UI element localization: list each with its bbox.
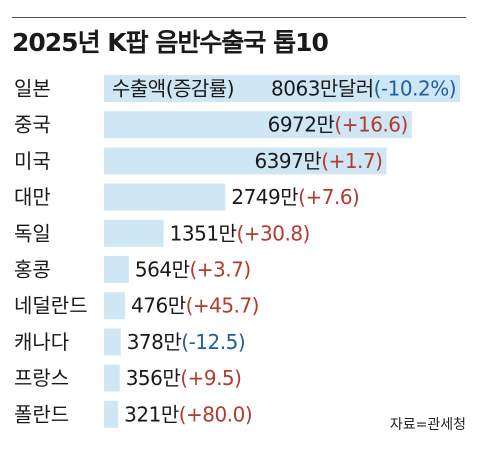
bar-8 [104, 328, 121, 356]
change-label: (+1.7) [321, 149, 382, 173]
top-rule [12, 17, 466, 18]
category-label: 중국 [14, 113, 51, 137]
change-label: (+16.6) [334, 113, 407, 137]
value-amount: 378만 [127, 330, 182, 354]
value-label: 8063만달러(-10.2%) [271, 77, 456, 101]
bar-5 [104, 219, 164, 247]
value-amount: 6972만 [268, 113, 335, 137]
change-label: (+45.7) [186, 294, 259, 318]
bar-10 [104, 400, 119, 428]
change-label: (+80.0) [179, 402, 252, 426]
bar-1 [104, 75, 460, 102]
change-label: (-10.2%) [374, 77, 456, 101]
change-label: (-12.5) [181, 330, 245, 354]
value-amount: 356만 [126, 366, 181, 390]
value-label: 321만(+80.0) [124, 402, 252, 426]
bar-3 [104, 147, 387, 175]
value-label: 6397만(+1.7) [254, 149, 382, 173]
category-label: 대만 [14, 185, 51, 209]
bar-6 [104, 256, 129, 283]
value-amount: 2749만 [231, 185, 298, 209]
category-label: 네덜란드 [14, 294, 88, 318]
change-label: (+30.8) [236, 221, 309, 245]
value-label: 6972만(+16.6) [268, 113, 408, 137]
value-amount: 8063만달러 [271, 77, 374, 101]
value-label: 378만(-12.5) [127, 330, 245, 354]
change-label: (+3.7) [189, 258, 250, 282]
value-amount: 321만 [124, 402, 179, 426]
category-label: 프랑스 [14, 366, 69, 390]
category-label: 미국 [14, 149, 51, 173]
category-label: 폴란드 [14, 402, 69, 426]
change-label: (+7.6) [298, 185, 359, 209]
value-label: 356만(+9.5) [126, 366, 242, 390]
source-note: 자료=관세청 [389, 417, 466, 433]
value-amount: 564만 [135, 258, 190, 282]
chart-title: 2025년 K팝 음반수출국 톱10 [12, 28, 329, 57]
value-label: 564만(+3.7) [135, 258, 251, 282]
value-amount: 6397만 [254, 149, 321, 173]
value-label: 476만(+45.7) [131, 294, 259, 318]
value-amount: 476만 [131, 294, 186, 318]
value-amount: 1351만 [170, 221, 237, 245]
change-label: (+9.5) [180, 366, 241, 390]
category-label: 캐나다 [14, 330, 69, 354]
category-label: 독일 [14, 221, 51, 245]
value-label: 2749만(+7.6) [231, 185, 359, 209]
value-label: 1351만(+30.8) [170, 221, 310, 245]
bar-2 [104, 111, 412, 139]
bar-7 [104, 292, 126, 320]
category-label: 홍콩 [14, 258, 51, 282]
category-label: 일본 [14, 77, 51, 101]
bar-4 [104, 183, 226, 211]
bar-9 [104, 364, 120, 392]
column-header: 수출액(증감률) [112, 77, 234, 101]
